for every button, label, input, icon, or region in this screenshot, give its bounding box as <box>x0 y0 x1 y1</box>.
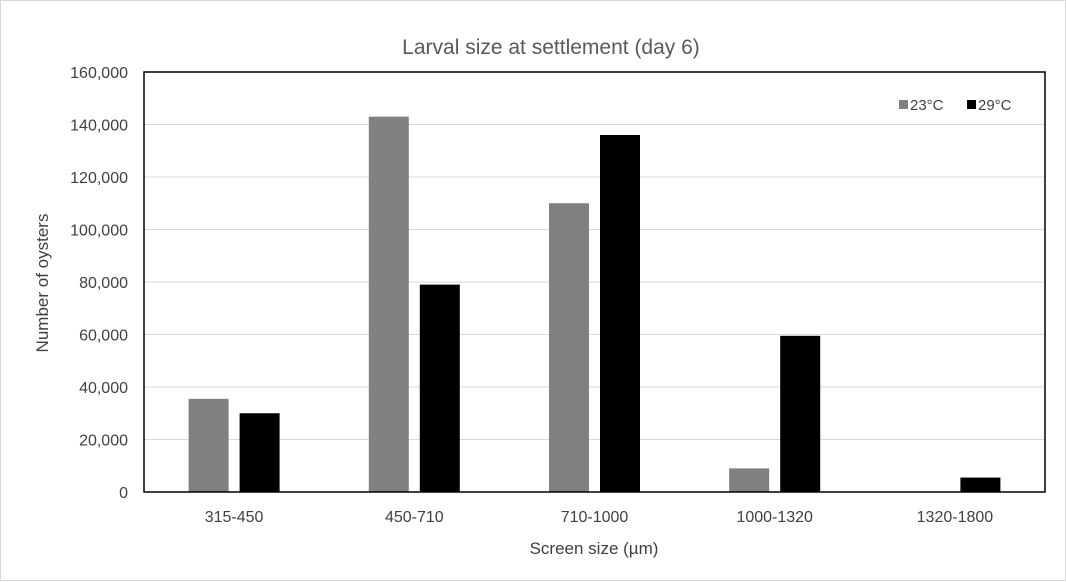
y-tick-label: 40,000 <box>79 380 128 397</box>
x-tick-label: 710-1000 <box>561 509 629 526</box>
x-tick-label: 1320-1800 <box>917 509 994 526</box>
y-tick-label: 0 <box>119 485 128 502</box>
legend-label: 29°C <box>978 97 1012 114</box>
chart-title: Larval size at settlement (day 6) <box>402 36 700 59</box>
y-tick-label: 100,000 <box>70 223 128 240</box>
bar-29°C-450-710 <box>419 284 460 492</box>
bar-23°C-1000-1320 <box>729 468 770 492</box>
x-tick-label: 450-710 <box>385 509 444 526</box>
y-tick-label: 60,000 <box>79 328 128 345</box>
y-axis-title: Number of oysters <box>33 214 52 353</box>
y-tick-label: 160,000 <box>70 65 128 82</box>
bar-23°C-450-710 <box>368 116 409 492</box>
bar-23°C-315-450 <box>188 398 229 492</box>
bar-29°C-1000-1320 <box>780 335 821 492</box>
legend-swatch <box>967 100 976 109</box>
legend-item: 23°C <box>899 97 944 114</box>
legend-item: 29°C <box>967 97 1012 114</box>
y-tick-label: 140,000 <box>70 118 128 135</box>
legend: 23°C 29°C <box>899 97 1012 114</box>
x-tick-label: 315-450 <box>205 509 264 526</box>
gridlines <box>144 124 1045 440</box>
y-axis-ticks: 0 20,000 40,000 60,000 80,000 100,000 120,000 1… <box>70 65 128 502</box>
x-axis-title: Screen size (µm) <box>530 539 659 558</box>
legend-label: 23°C <box>910 97 944 114</box>
legend-swatch <box>899 100 908 109</box>
y-tick-label: 120,000 <box>70 170 128 187</box>
y-tick-label: 20,000 <box>79 433 128 450</box>
x-tick-label: 1000-1320 <box>736 509 813 526</box>
plot-area <box>143 71 1046 493</box>
bars <box>188 116 1001 492</box>
bar-29°C-315-450 <box>239 413 280 492</box>
bar-29°C-710-1000 <box>600 135 640 492</box>
bar-29°C-1320-1800 <box>960 477 1001 492</box>
x-axis-ticks: 315-450 450-710 710-1000 1000-1320 1320-1800 <box>205 509 994 526</box>
y-tick-label: 80,000 <box>79 275 128 292</box>
bar-23°C-710-1000 <box>549 203 589 492</box>
